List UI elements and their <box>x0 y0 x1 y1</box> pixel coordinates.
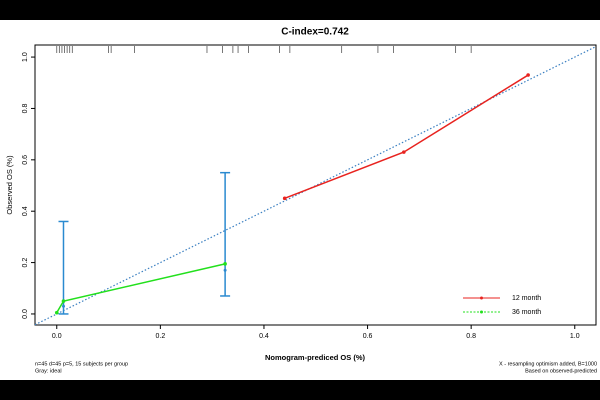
note: X - resampling optimism added, B=1000 <box>499 361 597 367</box>
x-axis-label: Nomogram-prediced OS (%) <box>265 353 366 362</box>
legend-label: 12 month <box>512 295 541 302</box>
y-tick-label: 0.0 <box>22 309 29 319</box>
legend-label: 36 month <box>512 309 541 316</box>
series-point <box>223 262 227 266</box>
x-tick-label: 0.4 <box>259 333 269 340</box>
y-tick-label: 1.0 <box>22 52 29 62</box>
series-point <box>61 299 66 303</box>
series-point <box>282 196 287 201</box>
x-tick-label: 0.0 <box>52 333 62 340</box>
corrected-point <box>223 268 227 272</box>
note: n=45 d=45 p=5, 15 subjects per group <box>35 361 128 367</box>
plot-frame <box>34 44 597 326</box>
y-tick-label: 0.2 <box>22 258 29 268</box>
legend-marker <box>480 310 483 314</box>
y-axis-label: Observed OS (%) <box>5 155 14 215</box>
series-point <box>526 73 530 77</box>
background <box>0 20 600 380</box>
x-tick-label: 1.0 <box>570 333 580 340</box>
chart-title: C-index=0.742 <box>281 27 349 38</box>
series-point <box>54 310 59 315</box>
y-tick-label: 0.6 <box>22 155 29 165</box>
ideal-line <box>34 46 597 326</box>
series-point <box>402 150 406 154</box>
y-tick-label: 0.4 <box>22 206 29 216</box>
legend-marker <box>480 296 483 300</box>
corrected-point <box>61 304 65 308</box>
x-tick-label: 0.6 <box>363 333 373 340</box>
x-tick-label: 0.8 <box>466 333 476 340</box>
x-tick-label: 0.2 <box>155 333 165 340</box>
note: Based on observed-predicted <box>525 368 597 374</box>
note: Gray: ideal <box>35 368 62 374</box>
y-tick-label: 0.8 <box>22 103 29 113</box>
